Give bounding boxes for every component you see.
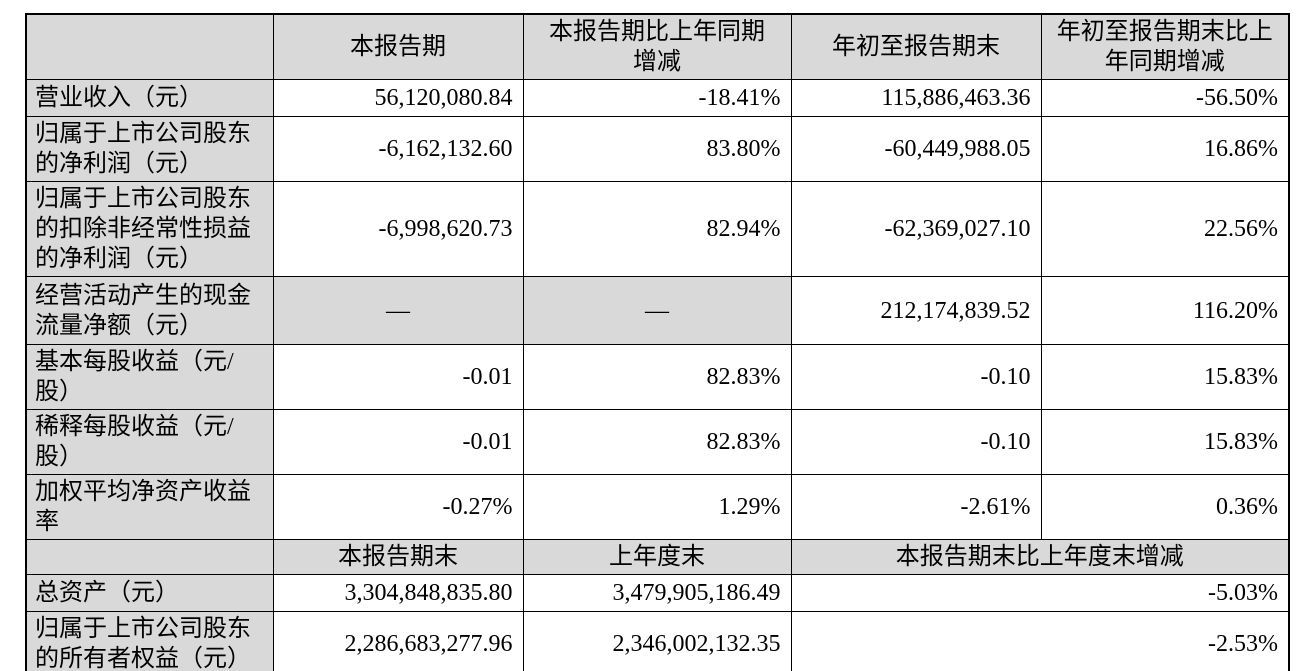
header-end-of-period: 本报告期末 xyxy=(272,539,524,575)
cell-end-of-period: 2,286,683,277.96 xyxy=(272,611,524,671)
table-row-weighted-avg-roe: 加权平均净资产收益率 -0.27% 1.29% -2.61% 0.36% xyxy=(25,474,1290,540)
section2-header-row: 本报告期末 上年度末 本报告期末比上年度末增减 xyxy=(25,539,1290,575)
header-ytd-vs-prior-yoy: 年初至报告期末比上年同期增减 xyxy=(1040,13,1290,80)
cell-yoy: -18.41% xyxy=(522,79,792,117)
cell-ytd-yoy: 16.86% xyxy=(1040,116,1290,182)
header-end-of-prior-year: 上年度末 xyxy=(522,539,792,575)
header-ytd: 年初至报告期末 xyxy=(790,13,1042,80)
cell-ytd: -60,449,988.05 xyxy=(790,116,1042,182)
cell-current: -0.01 xyxy=(272,344,524,410)
row-label: 总资产（元） xyxy=(25,574,274,612)
cell-current: 56,120,080.84 xyxy=(272,79,524,117)
cell-yoy: 82.94% xyxy=(522,181,792,277)
corner-cell xyxy=(25,539,274,575)
cell-ytd: 115,886,463.36 xyxy=(790,79,1042,117)
cell-yoy: 1.29% xyxy=(522,474,792,540)
cell-current-dash: — xyxy=(272,276,524,345)
cell-ytd-yoy: 15.83% xyxy=(1040,409,1290,475)
cell-ytd-yoy: 15.83% xyxy=(1040,344,1290,410)
report-page: 本报告期 本报告期比上年同期增减 年初至报告期末 年初至报告期末比上年同期增减 … xyxy=(0,13,1313,671)
table-row-shareholders-equity: 归属于上市公司股东的所有者权益（元） 2,286,683,277.96 2,34… xyxy=(25,611,1290,671)
row-label: 归属于上市公司股东的净利润（元） xyxy=(25,116,274,182)
cell-ytd: -0.10 xyxy=(790,344,1042,410)
row-label: 归属于上市公司股东的扣除非经常性损益的净利润（元） xyxy=(25,181,274,277)
table-row-revenue: 营业收入（元） 56,120,080.84 -18.41% 115,886,46… xyxy=(25,79,1290,117)
cell-current: -0.27% xyxy=(272,474,524,540)
cell-current: -6,998,620.73 xyxy=(272,181,524,277)
table-row-diluted-eps: 稀释每股收益（元/股） -0.01 82.83% -0.10 15.83% xyxy=(25,409,1290,475)
row-label: 经营活动产生的现金流量净额（元） xyxy=(25,276,274,345)
header-current-vs-prior-yoy: 本报告期比上年同期增减 xyxy=(522,13,792,80)
cell-change: -5.03% xyxy=(790,574,1290,612)
cell-ytd: -2.61% xyxy=(790,474,1042,540)
cell-yoy: 82.83% xyxy=(522,409,792,475)
cell-end-of-prior-year: 3,479,905,186.49 xyxy=(522,574,792,612)
cell-end-of-prior-year: 2,346,002,132.35 xyxy=(522,611,792,671)
row-label: 基本每股收益（元/股） xyxy=(25,344,274,410)
table-row-operating-cash-flow: 经营活动产生的现金流量净额（元） — — 212,174,839.52 116.… xyxy=(25,276,1290,345)
cell-end-of-period: 3,304,848,835.80 xyxy=(272,574,524,612)
cell-ytd: -62,369,027.10 xyxy=(790,181,1042,277)
row-label: 加权平均净资产收益率 xyxy=(25,474,274,540)
cell-ytd: 212,174,839.52 xyxy=(790,276,1042,345)
cell-ytd-yoy: 0.36% xyxy=(1040,474,1290,540)
cell-ytd-yoy: 116.20% xyxy=(1040,276,1290,345)
cell-yoy: 82.83% xyxy=(522,344,792,410)
cell-current: -6,162,132.60 xyxy=(272,116,524,182)
table-row-basic-eps: 基本每股收益（元/股） -0.01 82.83% -0.10 15.83% xyxy=(25,344,1290,410)
row-label: 归属于上市公司股东的所有者权益（元） xyxy=(25,611,274,671)
section1-header-row: 本报告期 本报告期比上年同期增减 年初至报告期末 年初至报告期末比上年同期增减 xyxy=(25,13,1290,80)
cell-ytd-yoy: 22.56% xyxy=(1040,181,1290,277)
header-period-vs-prior-year-change: 本报告期末比上年度末增减 xyxy=(790,539,1290,575)
table-row-net-profit: 归属于上市公司股东的净利润（元） -6,162,132.60 83.80% -6… xyxy=(25,116,1290,182)
financial-summary-table: 本报告期 本报告期比上年同期增减 年初至报告期末 年初至报告期末比上年同期增减 … xyxy=(25,13,1290,671)
row-label: 营业收入（元） xyxy=(25,79,274,117)
cell-ytd: -0.10 xyxy=(790,409,1042,475)
table-row-total-assets: 总资产（元） 3,304,848,835.80 3,479,905,186.49… xyxy=(25,574,1290,612)
row-label: 稀释每股收益（元/股） xyxy=(25,409,274,475)
corner-cell xyxy=(25,13,274,80)
cell-yoy: 83.80% xyxy=(522,116,792,182)
cell-change: -2.53% xyxy=(790,611,1290,671)
header-current-period: 本报告期 xyxy=(272,13,524,80)
cell-ytd-yoy: -56.50% xyxy=(1040,79,1290,117)
table-row-net-profit-excl-nonrecurring: 归属于上市公司股东的扣除非经常性损益的净利润（元） -6,998,620.73 … xyxy=(25,181,1290,277)
cell-yoy-dash: — xyxy=(522,276,792,345)
cell-current: -0.01 xyxy=(272,409,524,475)
